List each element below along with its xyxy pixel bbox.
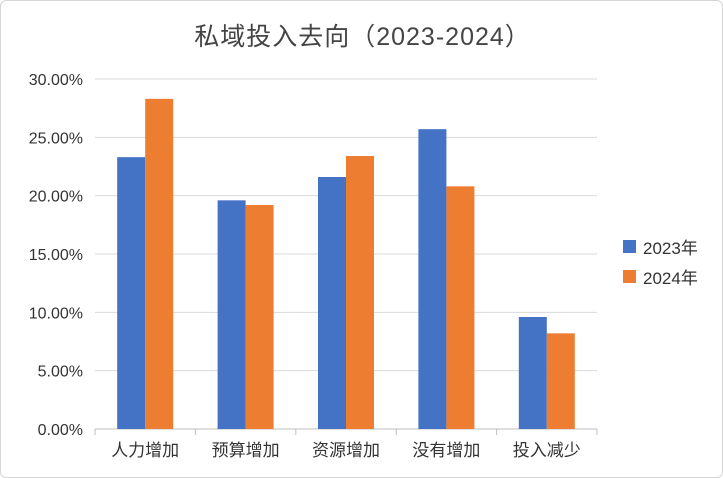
y-tick-label: 10.00% bbox=[29, 305, 83, 322]
x-tick-label: 预算增加 bbox=[212, 441, 280, 460]
legend: 2023年 2024年 bbox=[623, 231, 719, 291]
y-tick-label: 20.00% bbox=[29, 189, 83, 206]
bar-2023 bbox=[117, 157, 146, 429]
y-tick-label: 15.00% bbox=[29, 247, 83, 264]
bar-2023 bbox=[318, 177, 346, 429]
bar-2024 bbox=[245, 205, 274, 429]
bar-2023 bbox=[217, 200, 246, 429]
y-tick-label: 25.00% bbox=[29, 130, 83, 147]
chart-title: 私域投入去向（2023-2024） bbox=[194, 23, 531, 51]
x-tick-label: 没有增加 bbox=[412, 441, 480, 460]
x-tick-label: 投入减少 bbox=[513, 441, 581, 460]
y-tick-label: 5.00% bbox=[38, 364, 83, 381]
y-tick-label: 30.00% bbox=[29, 72, 83, 89]
bar-2024 bbox=[346, 156, 374, 429]
bar-2024 bbox=[145, 98, 174, 429]
legend-item-2024[interactable]: 2024年 bbox=[623, 261, 719, 291]
legend-item-2023[interactable]: 2023年 bbox=[623, 231, 719, 261]
legend-swatch-2023 bbox=[623, 239, 636, 253]
bar-2023 bbox=[518, 317, 547, 429]
x-tick-label: 人力增加 bbox=[111, 441, 179, 460]
bar-2024 bbox=[446, 186, 475, 429]
bar-2024 bbox=[546, 333, 575, 429]
legend-label-2023: 2023年 bbox=[643, 238, 698, 258]
legend-swatch-2024 bbox=[623, 269, 636, 283]
y-tick-label: 0.00% bbox=[38, 422, 83, 439]
legend-label-2024: 2024年 bbox=[643, 268, 698, 288]
x-tick-label: 资源增加 bbox=[312, 441, 380, 460]
bar-2023 bbox=[418, 129, 447, 429]
